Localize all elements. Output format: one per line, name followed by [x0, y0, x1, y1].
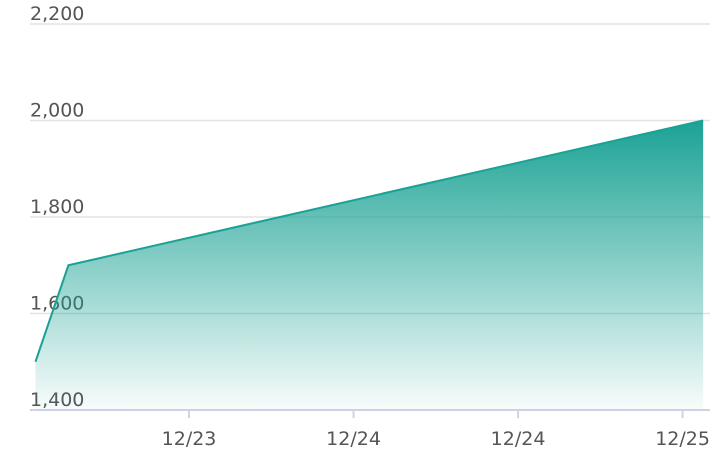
y-tick-label: 2,200	[30, 3, 84, 25]
area	[35, 120, 704, 410]
x-tick-label: 12/24	[326, 428, 381, 450]
y-tick-label: 2,000	[30, 100, 84, 122]
y-tick-label: 1,800	[30, 196, 84, 218]
x-tick-label: 12/24	[491, 428, 546, 450]
line	[34, 119, 704, 363]
x-tick-label: 12/25	[655, 428, 710, 450]
x-tick-label: 12/23	[162, 428, 217, 450]
